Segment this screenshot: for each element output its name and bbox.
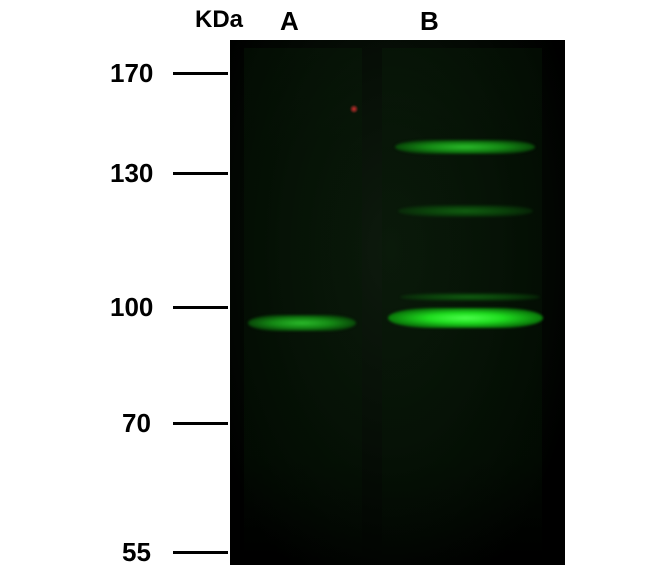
marker-label-100: 100 <box>110 292 153 323</box>
marker-tick-170 <box>173 72 228 75</box>
lane-a-label: A <box>280 6 299 37</box>
marker-label-70: 70 <box>122 408 151 439</box>
band-B-2 <box>395 140 535 154</box>
marker-tick-55 <box>173 551 228 554</box>
band-B-3 <box>398 205 533 217</box>
marker-label-170: 170 <box>110 58 153 89</box>
kda-unit-label: KDa <box>195 6 243 34</box>
band-B-1 <box>388 308 543 328</box>
label-panel-top <box>0 0 650 40</box>
blot-image <box>230 40 565 565</box>
marker-tick-100 <box>173 306 228 309</box>
marker-tick-70 <box>173 422 228 425</box>
band-A-0 <box>248 315 356 331</box>
blot-canvas: KDa A B 170 130 100 70 55 <box>0 0 650 582</box>
lane-shade-1 <box>382 48 542 558</box>
marker-label-55: 55 <box>122 537 151 568</box>
lane-b-label: B <box>420 6 439 37</box>
label-panel-right <box>565 0 650 582</box>
label-panel-bottom <box>0 565 650 582</box>
red-speck-0 <box>350 105 358 113</box>
marker-tick-130 <box>173 172 228 175</box>
lane-shade-0 <box>244 48 362 558</box>
band-B-4 <box>400 293 540 301</box>
marker-label-130: 130 <box>110 158 153 189</box>
